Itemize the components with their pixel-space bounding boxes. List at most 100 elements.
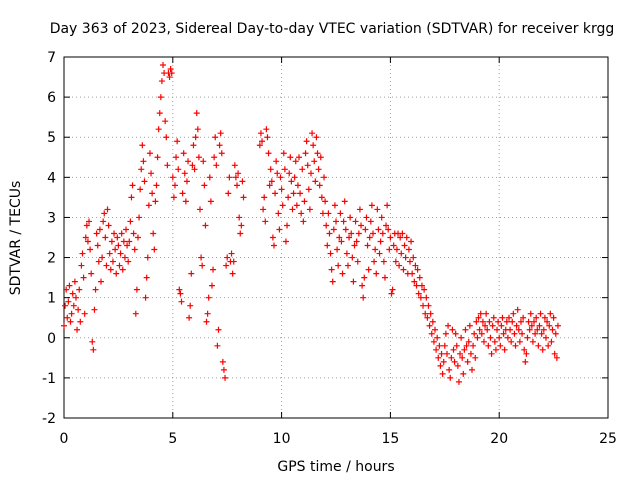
- data-point: [371, 258, 378, 265]
- y-tick-label: -2: [42, 411, 56, 427]
- data-point: [185, 158, 192, 165]
- data-point: [312, 178, 319, 185]
- data-point: [520, 314, 527, 321]
- data-point: [536, 322, 543, 329]
- data-point: [494, 326, 501, 333]
- data-point: [383, 222, 390, 229]
- data-point: [465, 338, 472, 345]
- data-point: [257, 130, 264, 137]
- x-tick-label: 25: [599, 431, 617, 447]
- data-point: [223, 262, 230, 269]
- data-point: [341, 198, 348, 205]
- data-point: [392, 258, 399, 265]
- data-point: [63, 286, 70, 293]
- data-point: [362, 226, 369, 233]
- data-point: [77, 318, 84, 325]
- data-point: [426, 322, 433, 329]
- data-point: [146, 150, 153, 157]
- data-point: [422, 310, 429, 317]
- data-point: [197, 206, 203, 213]
- data-point: [447, 374, 454, 381]
- data-point: [417, 294, 424, 301]
- data-point: [144, 254, 151, 261]
- data-point: [119, 266, 126, 273]
- data-point: [202, 222, 209, 229]
- data-point: [176, 286, 183, 293]
- chart-title: Day 363 of 2023, Sidereal Day-to-day VTE…: [50, 21, 615, 37]
- data-point: [338, 238, 345, 245]
- data-point: [107, 266, 114, 273]
- data-point: [175, 166, 182, 173]
- data-point: [552, 330, 559, 337]
- data-point: [160, 62, 167, 69]
- data-point: [451, 358, 458, 365]
- data-point: [174, 138, 181, 145]
- data-point: [72, 294, 79, 301]
- data-point: [504, 334, 511, 341]
- data-point: [286, 170, 293, 177]
- data-point: [325, 210, 332, 217]
- data-point: [406, 258, 413, 265]
- data-point: [480, 338, 487, 345]
- data-point: [111, 230, 118, 237]
- data-point: [311, 158, 318, 165]
- data-point: [166, 74, 173, 81]
- data-point: [532, 330, 539, 337]
- data-point: [474, 334, 481, 341]
- data-point: [237, 230, 244, 237]
- data-point: [293, 202, 300, 209]
- data-point: [108, 238, 115, 245]
- data-point: [268, 178, 275, 185]
- data-point: [173, 154, 180, 161]
- data-point: [215, 326, 222, 333]
- data-point: [337, 210, 344, 217]
- data-point: [471, 330, 478, 337]
- data-point: [294, 182, 301, 189]
- data-point: [540, 326, 547, 333]
- data-point: [133, 286, 140, 293]
- data-point: [449, 326, 456, 333]
- data-point: [99, 254, 106, 261]
- data-point: [330, 226, 337, 233]
- data-point: [430, 338, 437, 345]
- data-point: [334, 246, 341, 253]
- data-point: [485, 342, 492, 349]
- data-point: [287, 154, 294, 161]
- data-point: [282, 238, 289, 245]
- data-point: [114, 234, 121, 241]
- data-point: [479, 318, 486, 325]
- data-point: [123, 226, 130, 233]
- data-point: [510, 310, 517, 317]
- data-point: [453, 342, 460, 349]
- data-point: [302, 150, 309, 157]
- data-point: [403, 234, 410, 241]
- data-point: [150, 230, 157, 237]
- data-point: [139, 142, 146, 149]
- data-point: [179, 190, 186, 197]
- data-point: [318, 194, 325, 201]
- data-point: [448, 354, 455, 361]
- data-point: [103, 262, 110, 269]
- data-point: [384, 202, 391, 209]
- data-point: [180, 150, 187, 157]
- data-point: [169, 174, 176, 181]
- data-point: [112, 246, 119, 253]
- data-point: [529, 338, 536, 345]
- data-point: [238, 222, 245, 229]
- data-point: [550, 314, 557, 321]
- data-point: [477, 310, 484, 317]
- data-point: [393, 246, 400, 253]
- data-point: [497, 342, 504, 349]
- data-point: [76, 286, 83, 293]
- data-point: [170, 194, 177, 201]
- data-point: [517, 318, 524, 325]
- data-point: [80, 274, 87, 281]
- data-point: [434, 334, 441, 341]
- data-point: [537, 310, 544, 317]
- data-point: [367, 218, 374, 225]
- data-point: [475, 314, 482, 321]
- data-point: [219, 358, 226, 365]
- data-point: [548, 338, 555, 345]
- data-point: [137, 186, 144, 193]
- data-point: [503, 318, 510, 325]
